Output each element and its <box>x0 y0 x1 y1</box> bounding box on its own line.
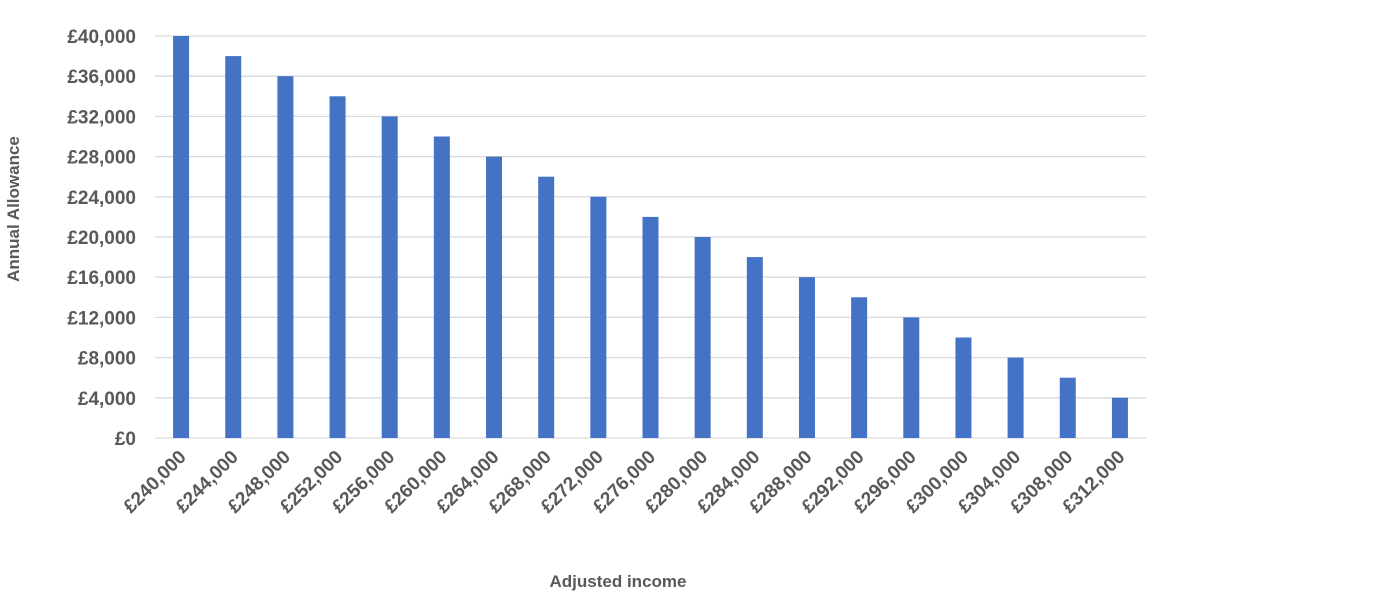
y-tick-label: £40,000 <box>67 27 136 48</box>
bar <box>798 277 815 438</box>
bars <box>173 36 1128 439</box>
bar <box>381 116 398 439</box>
bar <box>851 297 868 438</box>
bar <box>538 176 555 438</box>
y-tick-label: £24,000 <box>67 188 136 209</box>
bar <box>903 317 920 438</box>
bar <box>277 76 294 438</box>
y-tick-label: £36,000 <box>67 67 136 88</box>
y-tick-label: £0 <box>115 429 136 450</box>
bar <box>1059 377 1076 438</box>
bar <box>1007 357 1024 438</box>
y-tick-label: £16,000 <box>67 268 136 289</box>
bar <box>746 257 763 438</box>
bar <box>225 56 242 438</box>
bar <box>486 156 503 438</box>
y-axis-title: Annual Allowance <box>4 136 23 282</box>
x-axis-title: Adjusted income <box>550 572 687 591</box>
bar <box>329 96 346 439</box>
bar <box>642 216 659 438</box>
y-tick-label: £20,000 <box>67 228 136 249</box>
bar <box>433 136 450 438</box>
y-tick-label: £8,000 <box>78 349 136 370</box>
bar <box>955 337 972 438</box>
bar <box>1111 397 1128 438</box>
y-tick-label: £28,000 <box>67 148 136 169</box>
y-tick-label: £32,000 <box>67 107 136 128</box>
y-tick-label: £4,000 <box>78 389 136 410</box>
bar <box>590 196 607 438</box>
bar <box>173 36 190 438</box>
x-axis-ticks: £240,000£244,000£248,000£252,000£256,000… <box>120 447 1130 518</box>
bar <box>694 237 711 438</box>
y-tick-label: £12,000 <box>67 308 136 329</box>
y-axis-ticks: £0 £4,000 £8,000 £12,000 £16,000 £20,000 £24,0… <box>67 27 136 450</box>
